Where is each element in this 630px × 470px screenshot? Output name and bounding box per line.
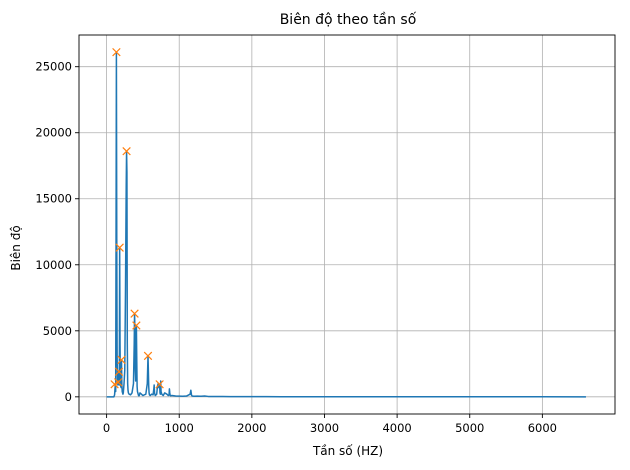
series-line (106, 51, 586, 398)
y-tick-label: 20000 (35, 126, 72, 140)
x-tick-label: 1000 (165, 421, 194, 435)
y-tick-label: 5000 (43, 324, 72, 338)
peak-marker (112, 47, 121, 57)
peak-markers (110, 47, 164, 389)
x-tick-label: 5000 (455, 421, 484, 435)
peak-marker (132, 321, 141, 330)
peak-marker (113, 378, 123, 387)
x-tick-label: 6000 (528, 421, 557, 435)
peak-marker (115, 243, 124, 252)
peak-marker (122, 146, 131, 156)
peak-marker (143, 351, 153, 361)
chart-title: Biên độ theo tần số (280, 11, 417, 28)
y-tick-label: 25000 (35, 60, 72, 74)
grid-lines (79, 35, 615, 414)
y-tick-label: 10000 (35, 258, 72, 272)
peak-marker (155, 380, 164, 389)
peak-marker (117, 355, 126, 365)
peak-marker (130, 309, 139, 318)
y-axis-label: Biên độ (9, 225, 23, 270)
x-tick-label: 4000 (382, 421, 411, 435)
amplitude-line (106, 51, 586, 398)
x-tick-label: 0 (103, 421, 110, 435)
y-tick-label: 15000 (35, 192, 72, 206)
x-axis-label: Tần số (HZ) (312, 444, 383, 458)
peak-marker (114, 367, 124, 376)
x-tick-label: 2000 (237, 421, 266, 435)
plot-frame (78, 34, 616, 415)
x-axis-ticks: 0 1000 2000 3000 4000 5000 6000 (103, 414, 557, 435)
x-tick-label: 3000 (310, 421, 339, 435)
y-tick-label: 0 (65, 390, 72, 404)
y-axis-ticks: 0 5000 10000 15000 20000 25000 (35, 60, 79, 404)
